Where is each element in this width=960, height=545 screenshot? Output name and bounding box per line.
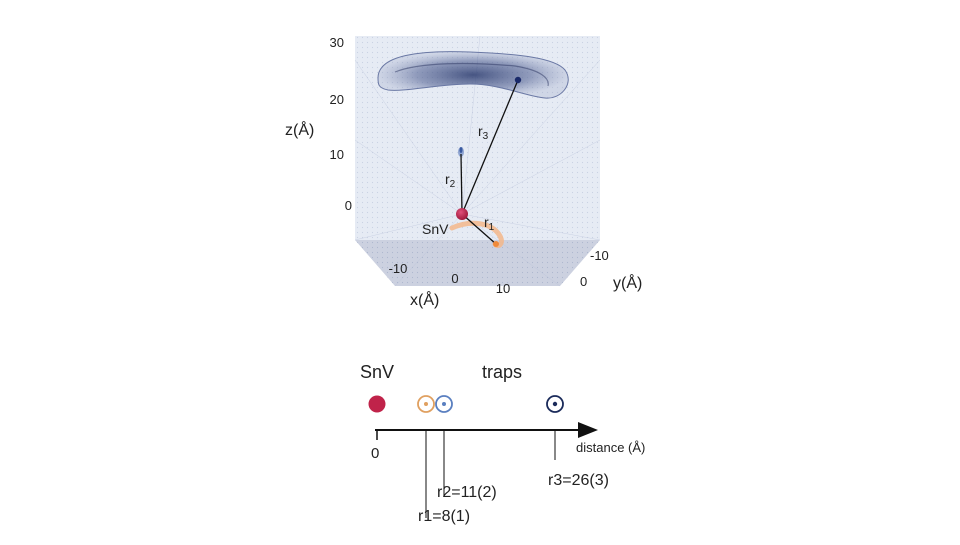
z-tick-label: 10 (330, 147, 344, 162)
box-floor-dots (355, 240, 600, 286)
distance-schematic: SnV traps distance (Å) 0 r1=8(1) r2=11(2… (360, 362, 645, 525)
plot3d: 30 20 10 0 z(Å) -10 0 10 x(Å) -10 0 y(Å) (285, 35, 642, 309)
z-tick-label: 0 (345, 198, 352, 213)
z-axis-label: z(Å) (285, 120, 314, 139)
r1-line (461, 213, 497, 245)
r1-tick-label: r1=8(1) (418, 508, 470, 525)
distance-axis-label: distance (Å) (576, 440, 645, 455)
r1-marker (417, 395, 435, 413)
distance-axis-arrowhead (578, 422, 598, 438)
y-tick-label: -10 (590, 248, 609, 263)
zero-tick-label: 0 (371, 445, 379, 462)
traps-label: traps (482, 362, 522, 382)
r3-3d-label: r3 (478, 123, 489, 142)
svg-text:r2: r2 (445, 171, 456, 190)
z-tick-label: 30 (330, 35, 344, 50)
r3-tick-label: r3=26(3) (548, 472, 609, 489)
r3-endpoint (514, 76, 522, 84)
y-tick-label: 0 (580, 274, 587, 289)
r3-line (461, 79, 519, 215)
r2-tick-label: r2=11(2) (437, 484, 497, 501)
x-tick-label: 10 (496, 281, 510, 296)
x-tick-label: 0 (451, 271, 458, 286)
r2-trap (458, 147, 464, 157)
r3-marker (546, 395, 564, 413)
y-axis-label: y(Å) (613, 273, 642, 292)
svg-text:r3: r3 (478, 123, 489, 142)
snv-3d-label: SnV (422, 221, 449, 237)
r3-trap-cloud (377, 51, 569, 99)
r1-endpoint (493, 241, 499, 247)
x-tick-label: -10 (389, 261, 408, 276)
snv-marker (368, 395, 386, 413)
snv-defect (456, 208, 468, 220)
svg-text:r1: r1 (484, 214, 495, 233)
snv-axis-label: SnV (360, 362, 394, 382)
z-axis: 30 20 10 0 z(Å) (285, 35, 352, 213)
r1-3d-label: r1 (484, 214, 495, 233)
r2-marker (435, 395, 453, 413)
r2-3d-label: r2 (445, 171, 456, 190)
x-axis-label: x(Å) (410, 290, 439, 309)
y-axis: -10 0 y(Å) (580, 248, 642, 292)
z-tick-label: 20 (330, 92, 344, 107)
x-axis: -10 0 10 x(Å) (389, 261, 511, 309)
r2-line (460, 153, 463, 215)
